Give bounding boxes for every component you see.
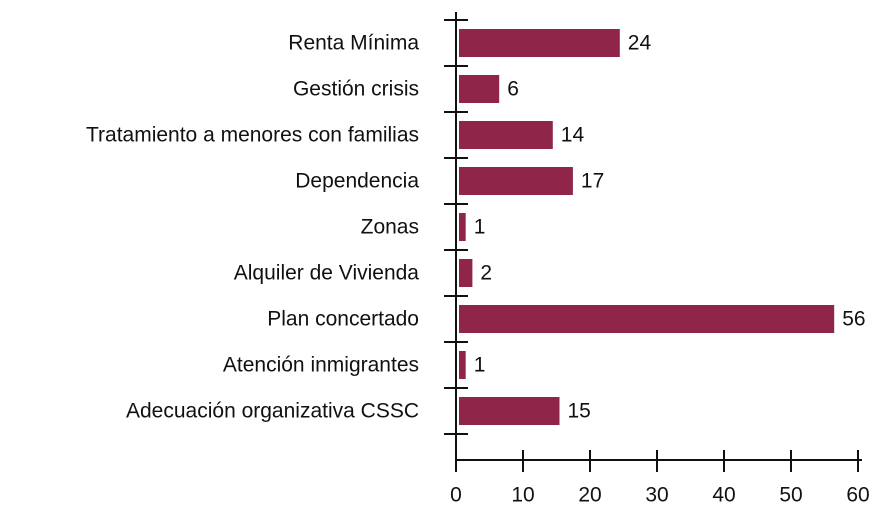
y-tick-label: Dependencia	[295, 170, 419, 193]
x-tick-label: 40	[712, 484, 735, 507]
x-tick-label: 50	[779, 484, 802, 507]
data-label: 24	[628, 32, 652, 55]
y-tick-label: Renta Mínima	[288, 32, 419, 55]
bar	[459, 213, 466, 241]
y-tick-label: Plan concertado	[267, 308, 419, 331]
x-tick-label: 0	[450, 484, 462, 507]
data-label: 2	[480, 262, 492, 285]
data-label: 17	[581, 170, 604, 193]
bar	[459, 397, 560, 425]
bar	[459, 305, 835, 333]
x-tick-label: 20	[578, 484, 601, 507]
data-label: 15	[568, 400, 591, 423]
y-tick-label: Tratamiento a menores con familias	[86, 124, 419, 147]
x-tick-label: 60	[846, 484, 869, 507]
data-label: 1	[474, 354, 486, 377]
bar	[459, 121, 553, 149]
x-tick-label: 10	[511, 484, 534, 507]
bar	[459, 259, 473, 287]
y-tick-label: Gestión crisis	[293, 78, 419, 101]
y-tick-label: Alquiler de Vivienda	[234, 262, 420, 285]
data-label: 6	[507, 78, 519, 101]
y-tick-label: Zonas	[361, 216, 419, 239]
data-label: 1	[474, 216, 486, 239]
data-label: 56	[842, 308, 865, 331]
bar	[459, 351, 466, 379]
y-tick-label: Atención inmigrantes	[223, 354, 419, 377]
x-tick-label: 30	[645, 484, 668, 507]
bar	[459, 29, 620, 57]
data-label: 14	[561, 124, 585, 147]
y-tick-label: Adecuación organizativa CSSC	[126, 400, 419, 423]
bar	[459, 75, 500, 103]
bar	[459, 167, 573, 195]
